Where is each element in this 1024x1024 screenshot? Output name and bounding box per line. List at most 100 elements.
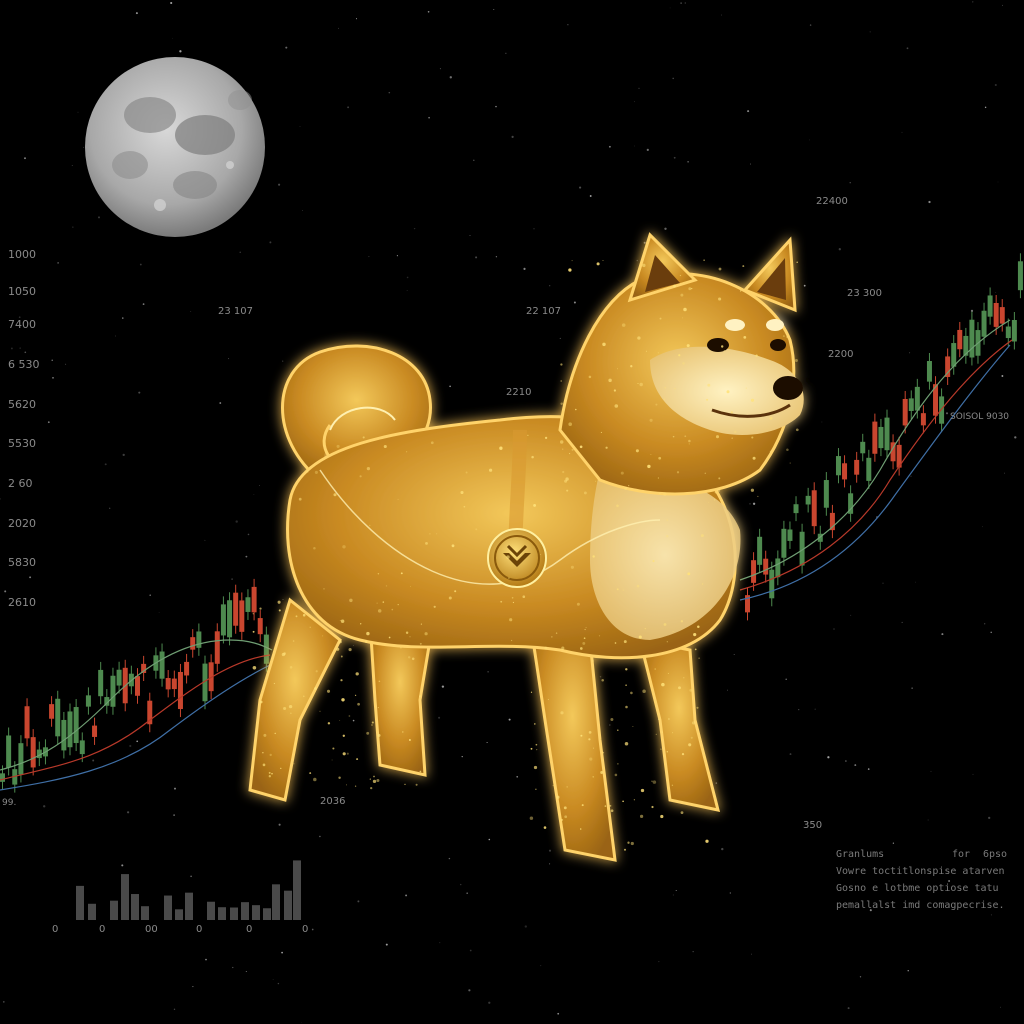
star bbox=[809, 139, 810, 141]
sparkle bbox=[614, 642, 617, 644]
star bbox=[170, 1, 173, 5]
star bbox=[57, 262, 59, 264]
sparkle bbox=[370, 786, 373, 790]
star bbox=[608, 724, 611, 726]
sparkle bbox=[688, 439, 691, 443]
volume-bar bbox=[252, 905, 260, 920]
star bbox=[540, 965, 542, 967]
star bbox=[798, 709, 800, 711]
candlestick bbox=[745, 587, 750, 621]
sparkle bbox=[655, 403, 658, 406]
star bbox=[945, 412, 949, 415]
sparkle bbox=[263, 733, 267, 737]
sparkle bbox=[274, 732, 276, 735]
candlestick bbox=[775, 550, 781, 586]
sparkle bbox=[252, 630, 255, 633]
sparkle bbox=[388, 636, 391, 639]
sparkle bbox=[366, 631, 370, 636]
sparkle bbox=[564, 815, 568, 819]
sparkle bbox=[565, 477, 569, 481]
sparkle bbox=[512, 601, 514, 604]
sparkle bbox=[302, 695, 305, 698]
star bbox=[71, 165, 73, 166]
candlestick bbox=[67, 703, 73, 756]
star bbox=[52, 377, 54, 379]
star bbox=[1002, 4, 1003, 6]
candlestick bbox=[61, 711, 67, 759]
glowing-shiba-inu-icon bbox=[248, 232, 804, 862]
sparkle bbox=[582, 641, 586, 645]
star bbox=[729, 892, 731, 894]
star bbox=[282, 360, 284, 362]
volume-bar bbox=[110, 900, 118, 920]
star bbox=[488, 1001, 491, 1004]
sparkle bbox=[621, 323, 626, 327]
sparkle bbox=[460, 490, 464, 495]
chart-value-label: 23 300 bbox=[847, 288, 882, 299]
volume-bar bbox=[230, 907, 238, 920]
sparkle bbox=[262, 752, 264, 754]
sparkle bbox=[309, 772, 312, 775]
star bbox=[385, 943, 388, 946]
star bbox=[149, 594, 151, 596]
volume-bar bbox=[263, 908, 271, 920]
candlestick bbox=[805, 487, 811, 513]
sparkle bbox=[397, 498, 399, 500]
sparkle bbox=[742, 265, 745, 268]
star bbox=[910, 475, 912, 477]
chart-value-label: 2210 bbox=[506, 387, 532, 398]
sparkle bbox=[348, 648, 352, 652]
volume-bar bbox=[241, 902, 249, 920]
star bbox=[915, 581, 916, 583]
star bbox=[448, 857, 451, 860]
star bbox=[173, 1008, 176, 1010]
sparkle bbox=[627, 841, 630, 844]
star bbox=[869, 31, 871, 33]
sparkle bbox=[614, 773, 618, 777]
sparkle bbox=[382, 601, 385, 603]
sparkle bbox=[336, 647, 340, 651]
sparkle bbox=[666, 641, 668, 643]
sparkle bbox=[652, 560, 655, 563]
star bbox=[524, 925, 527, 928]
star bbox=[129, 744, 132, 748]
sparkle bbox=[571, 260, 573, 262]
candlestick bbox=[233, 584, 239, 634]
sparkle bbox=[739, 290, 742, 292]
sparkle bbox=[694, 648, 697, 651]
sparkle bbox=[489, 468, 493, 472]
star bbox=[906, 47, 909, 50]
sparkle bbox=[624, 487, 628, 490]
sparkle bbox=[356, 758, 359, 761]
sparkle bbox=[663, 398, 666, 400]
left-axis-label: 7400 bbox=[8, 318, 36, 331]
star bbox=[65, 363, 67, 365]
sparkle bbox=[377, 609, 382, 613]
star bbox=[567, 24, 569, 26]
sparkle bbox=[560, 363, 563, 366]
star bbox=[486, 741, 488, 744]
sparkle bbox=[569, 453, 571, 455]
star bbox=[869, 909, 872, 912]
sparkle bbox=[561, 818, 564, 821]
sparkle bbox=[713, 499, 716, 501]
sparkle bbox=[385, 585, 388, 587]
star bbox=[970, 309, 974, 312]
sparkle bbox=[637, 336, 641, 340]
volume-bar bbox=[88, 903, 96, 920]
sparkle bbox=[666, 534, 669, 538]
sparkle bbox=[354, 785, 357, 787]
candlestick bbox=[902, 390, 908, 434]
candlestick bbox=[85, 687, 91, 715]
sparkle bbox=[292, 640, 295, 642]
sparkle bbox=[658, 718, 660, 721]
sparkle bbox=[588, 731, 592, 734]
sparkle bbox=[338, 776, 341, 780]
candlestick bbox=[969, 311, 975, 366]
star bbox=[892, 842, 895, 844]
star bbox=[747, 110, 750, 113]
star bbox=[847, 1007, 850, 1010]
sparkle bbox=[751, 436, 754, 439]
star bbox=[495, 105, 497, 108]
